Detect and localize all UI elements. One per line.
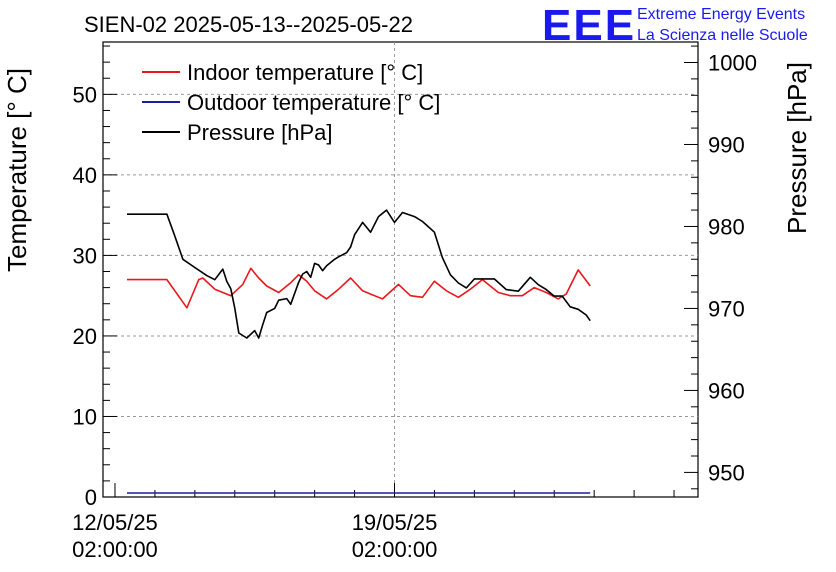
right-tick-label: 990 xyxy=(708,132,745,157)
right-tick-label: 960 xyxy=(708,378,745,403)
logo-mark: EEE xyxy=(542,1,636,50)
right-axis-title: Pressure [hPa] xyxy=(782,62,812,234)
legend-label-outdoor: Outdoor temperature [° C] xyxy=(187,90,440,115)
bottom-tick-label-time: 02:00:00 xyxy=(72,537,158,562)
left-tick-label: 40 xyxy=(73,163,97,188)
right-axis: 950 960 970 980 990 1000 xyxy=(684,45,757,490)
right-tick-label: 950 xyxy=(708,460,745,485)
left-axis-title: Temperature [° C] xyxy=(2,68,32,272)
left-tick-label: 50 xyxy=(73,82,97,107)
bottom-tick-label-time: 02:00:00 xyxy=(352,537,438,562)
plot-frame xyxy=(102,41,699,498)
right-tick-label: 980 xyxy=(708,214,745,239)
left-tick-label: 20 xyxy=(73,324,97,349)
left-tick-label: 30 xyxy=(73,243,97,268)
legend-label-indoor: Indoor temperature [° C] xyxy=(187,60,423,85)
eee-logo: EEE Extreme Energy Events La Scienza nel… xyxy=(542,1,808,50)
logo-line-2: La Scienza nelle Scuole xyxy=(637,27,808,44)
legend-label-pressure: Pressure [hPa] xyxy=(187,120,333,145)
left-tick-label: 10 xyxy=(73,404,97,429)
left-axis: 0 10 20 30 40 50 xyxy=(73,45,117,510)
series-indoor-temperature xyxy=(127,267,591,309)
chart-title: SIEN-02 2025-05-13--2025-05-22 xyxy=(84,12,413,37)
right-tick-label: 1000 xyxy=(708,50,757,75)
left-tick-label: 0 xyxy=(85,485,97,510)
series-pressure xyxy=(127,209,591,339)
right-tick-label: 970 xyxy=(708,296,745,321)
logo-line-1: Extreme Energy Events xyxy=(637,6,805,23)
legend: Indoor temperature [° C] Outdoor tempera… xyxy=(142,60,440,145)
grid-layer xyxy=(103,42,698,497)
series-layer xyxy=(127,209,591,494)
bottom-tick-label-date: 12/05/25 xyxy=(72,510,158,535)
bottom-tick-label-date: 19/05/25 xyxy=(352,510,438,535)
